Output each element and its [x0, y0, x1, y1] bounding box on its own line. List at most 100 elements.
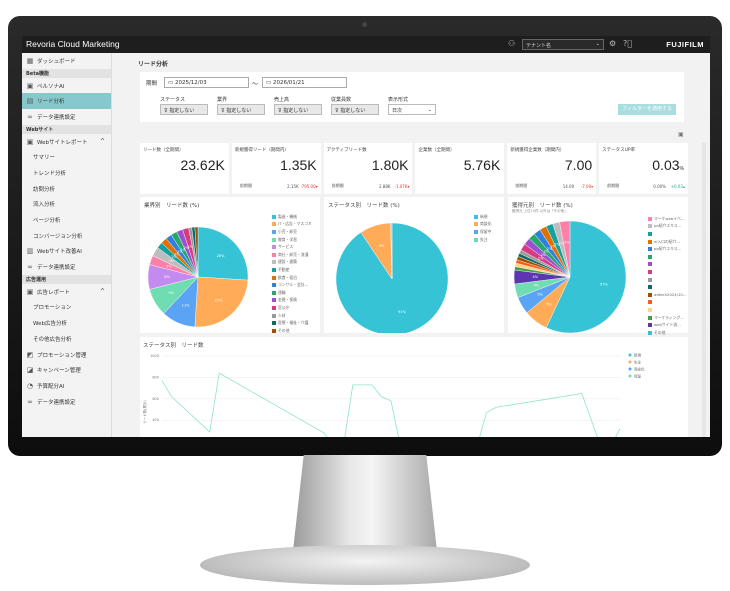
legend-item[interactable]: マーケwebイベ… — [648, 215, 687, 223]
sidebar-item[interactable]: ▤ リード分析 — [22, 93, 111, 110]
pie-slice[interactable] — [545, 220, 627, 333]
pie-slice[interactable] — [194, 226, 199, 278]
legend-item[interactable]: webサイト流… — [648, 321, 687, 329]
legend-item[interactable] — [648, 230, 687, 238]
legend-item[interactable]: 商談化 — [474, 221, 491, 229]
sidebar-item[interactable]: サマリー — [22, 149, 111, 165]
legend-item[interactable]: 医療・福祉・介護 — [272, 319, 312, 327]
legend-item[interactable]: 保留中 — [474, 228, 491, 236]
export-icon[interactable]: ▣ — [678, 131, 684, 138]
legend-item[interactable]: IT・広告・マスコミ — [272, 221, 312, 229]
revenue-filter[interactable]: ⊽ 指定しない — [274, 104, 322, 115]
legend-label[interactable]: 保留 — [634, 374, 642, 379]
legend-item[interactable] — [648, 283, 687, 291]
pie-slice[interactable] — [197, 226, 249, 281]
legend-swatch — [474, 229, 478, 234]
legend-label: マーケwebイベ… — [654, 215, 685, 221]
sidebar-item[interactable]: プロモーション — [22, 300, 111, 316]
legend-item[interactable]: ei入口の紹介… — [648, 238, 687, 246]
legend-item[interactable]: その他 — [648, 329, 687, 337]
sidebar-item[interactable]: その他広告分析 — [22, 331, 111, 347]
legend-item[interactable]: 不動産 — [272, 266, 312, 274]
chevron-up-icon[interactable]: ^ — [99, 288, 105, 296]
gear-icon[interactable]: ⚙ — [609, 39, 617, 48]
legend-item[interactable]: adtech2024/10… — [648, 291, 687, 299]
legend-item[interactable]: マーケティング… — [648, 314, 687, 322]
slice-label: 91% — [398, 310, 406, 314]
legend-item[interactable]: 人材 — [272, 312, 312, 320]
legend-item[interactable]: 建設・建築 — [272, 259, 312, 267]
monitor-camera — [362, 22, 367, 27]
sidebar-item[interactable]: ∞ データ連携設定 — [22, 109, 111, 125]
tenant-select[interactable]: テナント名 ⌄ — [522, 39, 604, 50]
legend-item[interactable]: 官公庁 — [272, 304, 312, 312]
legend-label[interactable]: 商談化 — [634, 367, 645, 372]
employees-filter[interactable]: ⊽ 指定しない — [331, 104, 379, 115]
legend-item[interactable] — [648, 253, 687, 261]
legend-swatch — [648, 323, 652, 328]
date-from-input[interactable]: ▭ 2025/12/03 — [164, 77, 249, 88]
legend-item[interactable] — [648, 306, 687, 314]
sidebar-item[interactable]: ◪ キャンペーン管理 — [22, 362, 111, 378]
sidebar-item[interactable]: 流入分析 — [22, 197, 111, 213]
legend-item[interactable]: 小売・卸売 — [272, 228, 312, 236]
pie-slice[interactable] — [335, 222, 449, 333]
scrollbar[interactable] — [702, 143, 706, 437]
legend-item[interactable]: コンサル・会計… — [272, 281, 312, 289]
sidebar-item[interactable]: ページ分析 — [22, 212, 111, 228]
legend-label: ei入口の紹介… — [654, 238, 681, 244]
sidebar-item[interactable]: ◩ プロモーション管理 — [22, 347, 111, 363]
legend-item[interactable]: 製造・機械 — [272, 213, 312, 221]
pie-slice[interactable] — [194, 276, 249, 328]
chart-title: ステータス別 リード数 — [143, 343, 204, 349]
pie-slice[interactable] — [559, 220, 571, 278]
date-to-input[interactable]: ▭ 2026/01/21 — [262, 77, 347, 88]
legend-label[interactable]: 新規 — [634, 353, 642, 358]
legend-item[interactable]: その他 — [272, 327, 312, 335]
legend-item[interactable] — [648, 276, 687, 284]
legend-item[interactable]: 新規 — [474, 213, 491, 221]
sidebar-item[interactable]: ▣ Webサイトレポート ^ — [22, 134, 111, 150]
apply-filter-button[interactable]: フィルターを適用する — [618, 104, 676, 115]
slice-label: 2% — [543, 250, 549, 254]
status-filter[interactable]: ⊽ 指定しない — [160, 104, 208, 115]
legend-item[interactable]: 教育・学習 — [272, 236, 312, 244]
sidebar-item[interactable]: ▦ ダッシュボード — [22, 53, 111, 69]
chevron-up-icon[interactable]: ^ — [99, 138, 105, 146]
industry-filter[interactable]: ⊽ 指定しない — [217, 104, 265, 115]
sidebar-item[interactable]: ▣ ペルソナAI — [22, 78, 111, 94]
sidebar-section: Webサイト — [22, 124, 111, 134]
sidebar-item[interactable]: コンバージョン分析 — [22, 228, 111, 244]
legend-label: サービス — [278, 244, 294, 250]
legend-item[interactable]: サービス — [272, 243, 312, 251]
help-icon[interactable]: ?⃝ — [623, 39, 633, 48]
legend-item[interactable]: pa紹介エキス… — [648, 223, 687, 231]
legend-item[interactable]: 金融・保険 — [272, 297, 312, 305]
kpi-title: アクティブリード数 — [326, 148, 367, 153]
sidebar-item[interactable]: ▥ Webサイト改善AI — [22, 244, 111, 260]
sidebar-item[interactable]: 訪問分析 — [22, 181, 111, 197]
legend-item[interactable]: 失注 — [474, 236, 491, 244]
sidebar-item-label: プロモーション — [33, 305, 72, 312]
sidebar-item[interactable]: ∞ データ連携設定 — [22, 394, 111, 410]
chart-title: 業界別 リード数 (%) — [144, 203, 200, 209]
user-icon[interactable]: ⚇ — [508, 39, 516, 48]
legend-item[interactable]: 運輸 — [272, 289, 312, 297]
display-format-select[interactable]: 日次 ⌄ — [388, 104, 436, 115]
sidebar-item[interactable]: ◔ 予算配分AI — [22, 378, 111, 394]
legend-label: pa紹介エキス… — [654, 246, 682, 252]
legend-item[interactable] — [648, 299, 687, 307]
legend-item[interactable] — [648, 268, 687, 276]
legend-item[interactable]: 商社・卸売・流通 — [272, 251, 312, 259]
legend-item[interactable]: 飲食・宿泊 — [272, 274, 312, 282]
slice-label: 4% — [532, 275, 538, 279]
sidebar-item[interactable]: ∞ データ連携設定 — [22, 259, 111, 275]
kpi-number: 7.00 — [564, 157, 593, 173]
sidebar-section: 広告運用 — [22, 274, 111, 284]
legend-item[interactable] — [648, 261, 687, 269]
sidebar-item[interactable]: Web広告分析 — [22, 315, 111, 331]
sidebar-item[interactable]: トレンド分析 — [22, 165, 111, 181]
legend-label[interactable]: 失注 — [634, 360, 642, 365]
legend-item[interactable]: pa紹介エキス… — [648, 245, 687, 253]
sidebar-item[interactable]: ▣ 広告レポート ^ — [22, 284, 111, 300]
